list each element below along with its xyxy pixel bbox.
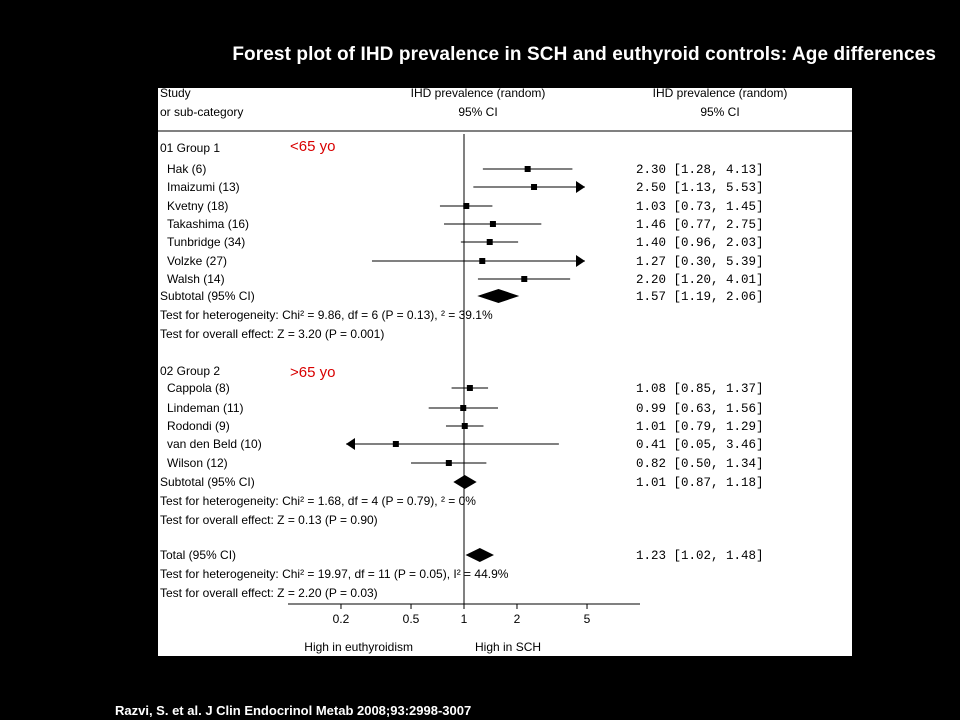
ci-arrow-right xyxy=(576,181,585,193)
study-header-line1: Study xyxy=(160,88,191,100)
study-name: Volzke (27) xyxy=(167,254,227,268)
study-header-line2: or sub-category xyxy=(160,105,243,119)
total-label: Total (95% CI) xyxy=(160,548,236,562)
overall-effect-group-1: Test for overall effect: Z = 3.20 (P = 0… xyxy=(160,327,384,341)
ci-arrow-right xyxy=(576,255,585,267)
point-estimate xyxy=(463,203,470,209)
point-estimate xyxy=(461,423,468,429)
study-name: Hak (6) xyxy=(167,162,206,176)
study-name: Rodondi (9) xyxy=(167,419,230,433)
effect-column-header-line2: 95% CI xyxy=(700,105,739,119)
point-estimate xyxy=(531,184,538,190)
age-label-group-1: <65 yo xyxy=(290,138,335,155)
total-heterogeneity: Test for heterogeneity: Chi² = 19.97, df… xyxy=(160,567,509,581)
point-estimate xyxy=(445,460,452,466)
plot-marks: 0.2 0.5 1 2 5 Hak (6) 2.30 [1.28, 4.13] Imaizum… xyxy=(167,134,764,626)
slide-title: Forest plot of IHD prevalence in SCH and… xyxy=(232,44,936,65)
study-name: Imaizumi (13) xyxy=(167,180,240,194)
study-effect-value: 0.41 [0.05, 3.46] xyxy=(636,438,764,452)
point-estimate xyxy=(460,405,467,411)
effect-header-line1: IHD prevalence (random) xyxy=(411,88,546,100)
study-effect-value: 1.46 [0.77, 2.75] xyxy=(636,218,764,232)
study-name: Walsh (14) xyxy=(167,272,225,286)
point-estimate xyxy=(466,385,473,391)
study-effect-value: 1.40 [0.96, 2.03] xyxy=(636,236,764,250)
x-tick-label: 1 xyxy=(461,612,468,626)
x-label-left: High in euthyroidism xyxy=(304,640,413,654)
x-tick-label: 5 xyxy=(584,612,591,626)
total-value: 1.23 [1.02, 1.48] xyxy=(636,549,764,563)
study-name: Takashima (16) xyxy=(167,217,249,231)
study-effect-value: 0.99 [0.63, 1.56] xyxy=(636,402,764,416)
study-name: Wilson (12) xyxy=(167,456,228,470)
heterogeneity-group-1: Test for heterogeneity: Chi² = 9.86, df … xyxy=(160,308,493,322)
subtotal-value-group-1: 1.57 [1.19, 2.06] xyxy=(636,290,764,304)
subtotal-diamond-group-2 xyxy=(453,475,477,489)
x-label-right: High in SCH xyxy=(475,640,541,654)
total-diamond xyxy=(465,548,494,562)
study-name: Kvetny (18) xyxy=(167,199,228,213)
x-tick-label: 0.2 xyxy=(333,612,350,626)
heterogeneity-group-2: Test for heterogeneity: Chi² = 1.68, df … xyxy=(160,494,476,508)
point-estimate xyxy=(392,441,399,447)
point-estimate xyxy=(479,258,486,264)
overall-effect-group-2: Test for overall effect: Z = 0.13 (P = 0… xyxy=(160,513,378,527)
study-name: van den Beld (10) xyxy=(167,437,262,451)
forest-plot: Study or sub-category IHD prevalence (ra… xyxy=(158,88,852,654)
study-name: Tunbridge (34) xyxy=(167,235,245,249)
effect-column-header-line1: IHD prevalence (random) xyxy=(653,88,788,100)
point-estimate xyxy=(486,239,493,245)
study-effect-value: 1.01 [0.79, 1.29] xyxy=(636,420,764,434)
forest-plot-panel: Study or sub-category IHD prevalence (ra… xyxy=(158,88,852,656)
effect-header-line2: 95% CI xyxy=(458,105,497,119)
age-label-group-2: >65 yo xyxy=(290,364,335,381)
ci-arrow-left xyxy=(346,438,355,450)
study-effect-value: 0.82 [0.50, 1.34] xyxy=(636,457,764,471)
study-effect-value: 1.08 [0.85, 1.37] xyxy=(636,382,764,396)
group-2-label: 02 Group 2 xyxy=(160,364,220,378)
total-overall-effect: Test for overall effect: Z = 2.20 (P = 0… xyxy=(160,586,378,600)
study-effect-value: 2.50 [1.13, 5.53] xyxy=(636,181,764,195)
x-tick-label: 2 xyxy=(514,612,521,626)
subtotal-diamond-group-1 xyxy=(477,289,520,303)
study-effect-value: 2.30 [1.28, 4.13] xyxy=(636,163,764,177)
study-effect-value: 2.20 [1.20, 4.01] xyxy=(636,273,764,287)
point-estimate xyxy=(489,221,496,227)
subtotal-label-group-2: Subtotal (95% CI) xyxy=(160,475,255,489)
study-effect-value: 1.03 [0.73, 1.45] xyxy=(636,200,764,214)
study-name: Lindeman (11) xyxy=(167,401,244,415)
group-1-label: 01 Group 1 xyxy=(160,141,220,155)
subtotal-label-group-1: Subtotal (95% CI) xyxy=(160,289,255,303)
x-tick-label: 0.5 xyxy=(403,612,420,626)
study-name: Cappola (8) xyxy=(167,381,230,395)
point-estimate xyxy=(521,276,528,282)
subtotal-value-group-2: 1.01 [0.87, 1.18] xyxy=(636,476,764,490)
study-effect-value: 1.27 [0.30, 5.39] xyxy=(636,255,764,269)
point-estimate xyxy=(524,166,531,172)
citation: Razvi, S. et al. J Clin Endocrinol Metab… xyxy=(115,703,472,718)
